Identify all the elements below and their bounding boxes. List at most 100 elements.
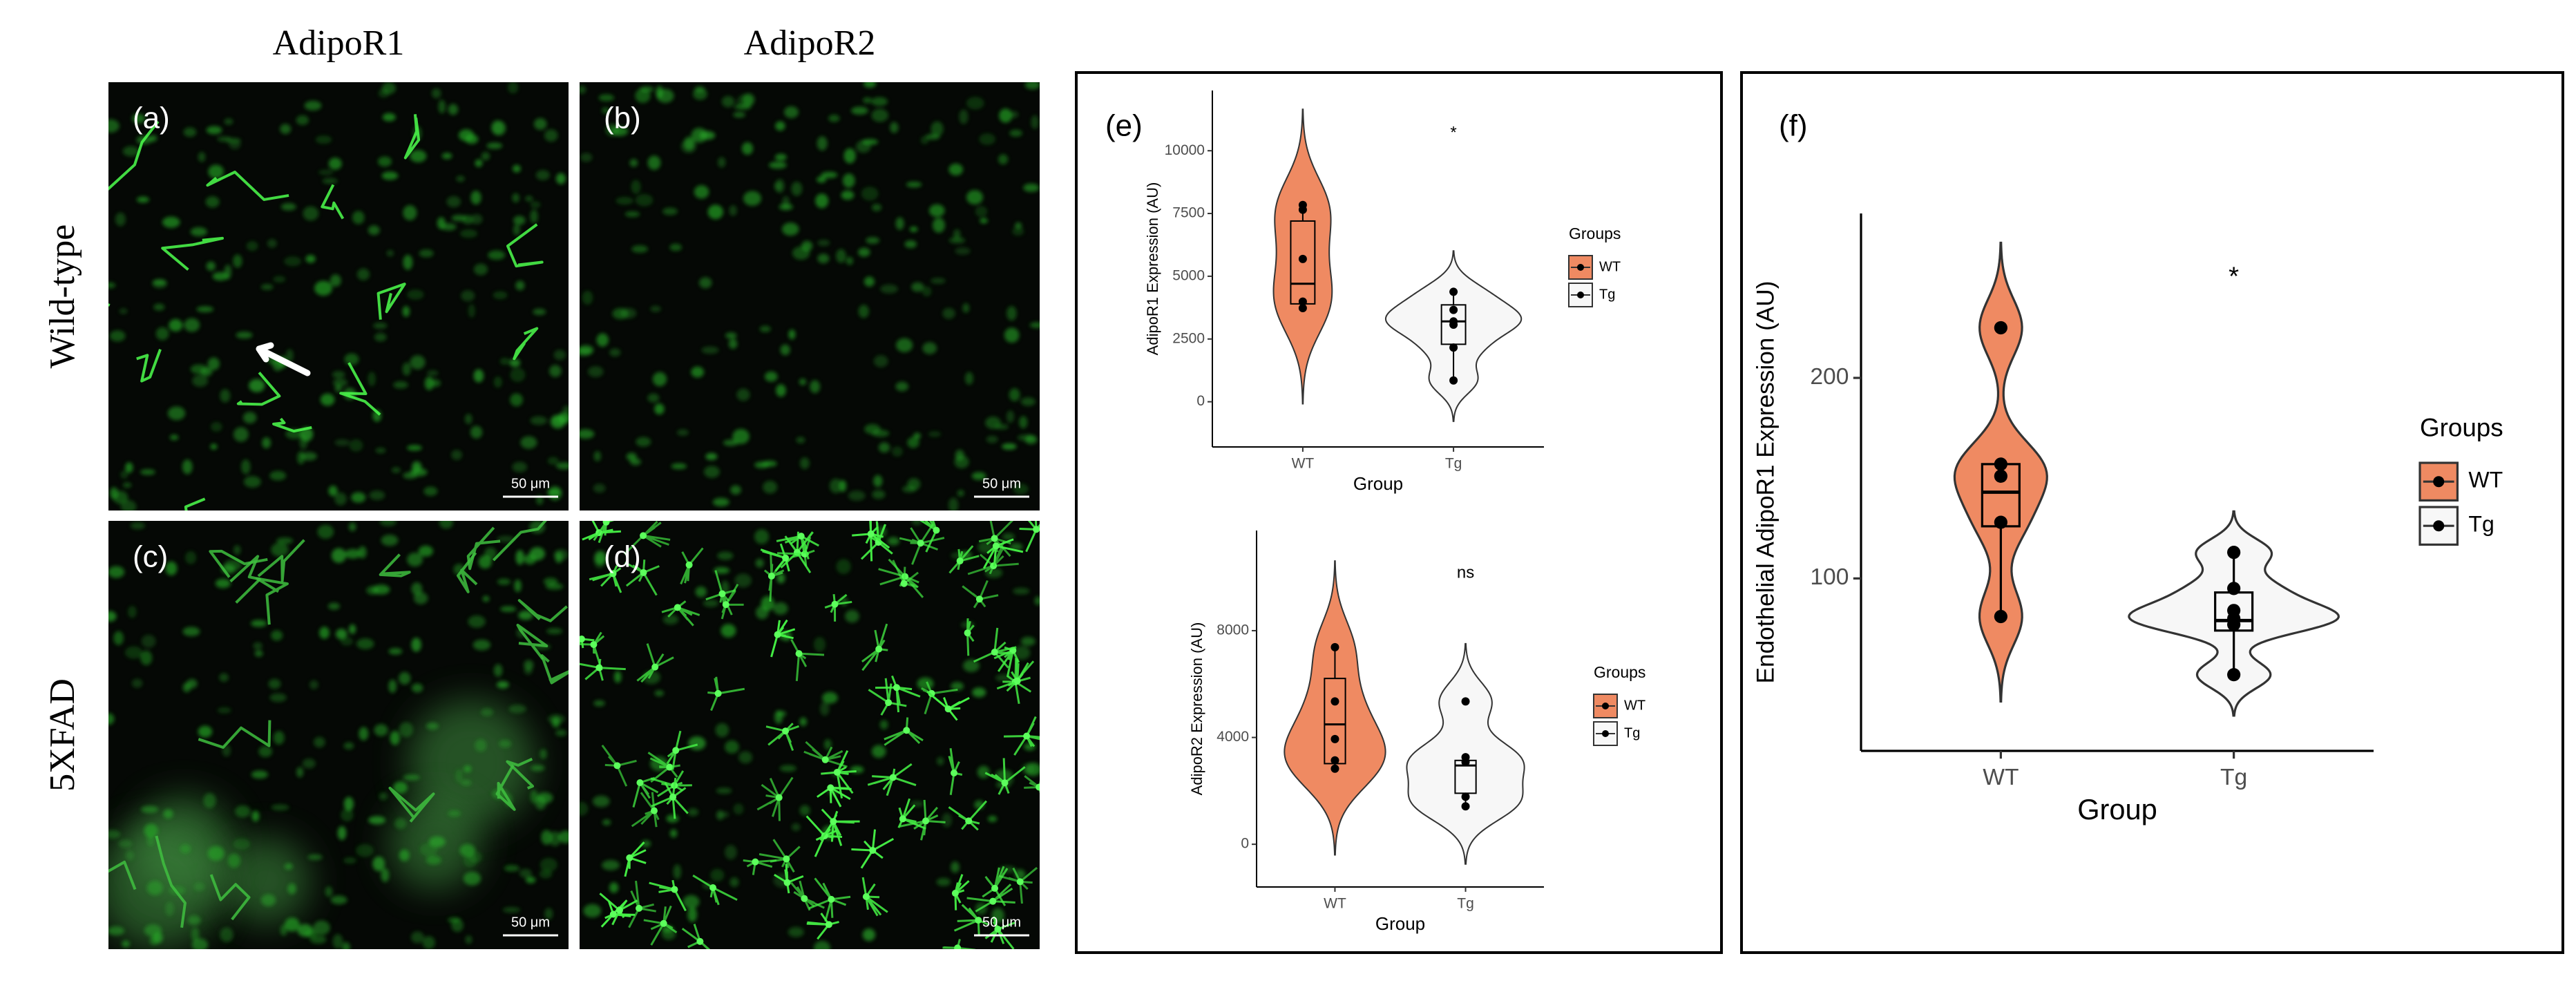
cell: [399, 722, 413, 738]
cell: [269, 470, 287, 481]
cell: [314, 280, 332, 296]
astrocyte-body: [767, 572, 775, 580]
cell: [313, 920, 330, 935]
astrocyte: [647, 752, 680, 783]
data-point: [2227, 582, 2241, 595]
cell: [268, 678, 281, 689]
data-point: [1994, 321, 2007, 335]
scale-bar-label: 50 μm: [982, 476, 1021, 491]
cell: [224, 118, 233, 125]
cell: [368, 816, 386, 825]
cell: [497, 680, 509, 689]
cell: [411, 683, 423, 693]
cell: [966, 190, 984, 205]
cell: [369, 490, 385, 500]
cell: [470, 190, 481, 205]
astrocyte-body: [666, 763, 674, 771]
astrocyte-body: [602, 521, 610, 526]
astrocyte-body: [674, 604, 681, 611]
astrocyte: [661, 600, 700, 627]
astrocyte: [651, 777, 689, 819]
vessel: [321, 184, 345, 220]
y-tick-label: 4000: [1217, 729, 1249, 745]
cell: [125, 462, 133, 473]
x-tick-label: Tg: [1445, 456, 1462, 472]
astrocyte: [580, 631, 605, 671]
cell: [975, 206, 988, 218]
astrocyte: [948, 800, 988, 831]
cell: [782, 222, 799, 236]
cell: [913, 432, 921, 439]
cell: [388, 679, 397, 694]
cell: [426, 855, 441, 865]
cell: [858, 305, 869, 318]
astrocyte-body: [671, 886, 678, 893]
astrocyte: [765, 723, 799, 752]
astrocyte: [1024, 775, 1040, 794]
legend-label: Tg: [2468, 512, 2494, 537]
y-tick-label: 200: [1810, 364, 1849, 390]
cell: [196, 306, 214, 313]
astrocyte-body: [752, 858, 759, 866]
cell: [482, 595, 490, 602]
astrocyte: [942, 939, 976, 949]
cell: [768, 161, 787, 169]
cell: [951, 861, 960, 873]
data-point: [1330, 642, 1339, 651]
cell: [473, 639, 491, 651]
y-tick-label: 0: [1196, 393, 1205, 409]
cell: [349, 624, 356, 634]
cell: [169, 435, 179, 441]
cell: [524, 660, 534, 671]
cell: [1004, 327, 1020, 343]
cell: [519, 868, 532, 878]
cell: [512, 461, 528, 473]
legend-key-dot: [2433, 520, 2445, 532]
astrocyte: [897, 798, 926, 830]
cell: [922, 286, 932, 297]
cell: [1013, 645, 1031, 660]
astrocyte-body: [797, 533, 805, 540]
astrocyte-body: [875, 645, 883, 653]
y-tick-label: 2500: [1172, 330, 1205, 346]
cell: [510, 368, 526, 382]
cell: [373, 322, 388, 330]
cell: [799, 378, 807, 385]
cell: [220, 927, 233, 942]
cell: [191, 927, 200, 942]
cell: [848, 490, 866, 501]
astrocyte: [884, 717, 924, 746]
cell: [206, 261, 216, 271]
cell: [497, 578, 511, 585]
cell: [403, 774, 420, 781]
astrocyte-body: [722, 601, 729, 609]
cell: [1002, 443, 1017, 450]
astrocyte-body: [616, 906, 623, 914]
cell: [533, 308, 546, 316]
astrocyte: [790, 639, 825, 681]
astrocyte-body: [609, 570, 617, 578]
astrocyte: [984, 758, 1026, 795]
cell: [131, 113, 146, 124]
cell: [966, 97, 984, 110]
cell: [624, 211, 640, 218]
cell: [140, 650, 153, 665]
cell: [544, 908, 553, 920]
vessel: [492, 521, 547, 562]
astrocyte-body: [830, 818, 837, 825]
cell: [703, 466, 720, 478]
cell: [843, 148, 856, 164]
data-point: [2227, 618, 2241, 631]
cell: [215, 578, 231, 589]
astrocyte-body: [994, 925, 1002, 933]
cell: [475, 159, 483, 167]
astrocyte-body: [774, 631, 781, 638]
cell: [464, 414, 473, 425]
cell: [448, 104, 459, 115]
cell: [304, 100, 322, 111]
cell: [822, 691, 838, 704]
cell: [242, 412, 257, 423]
data-point: [1298, 297, 1307, 306]
vessel: [209, 549, 268, 578]
cell: [410, 150, 427, 163]
